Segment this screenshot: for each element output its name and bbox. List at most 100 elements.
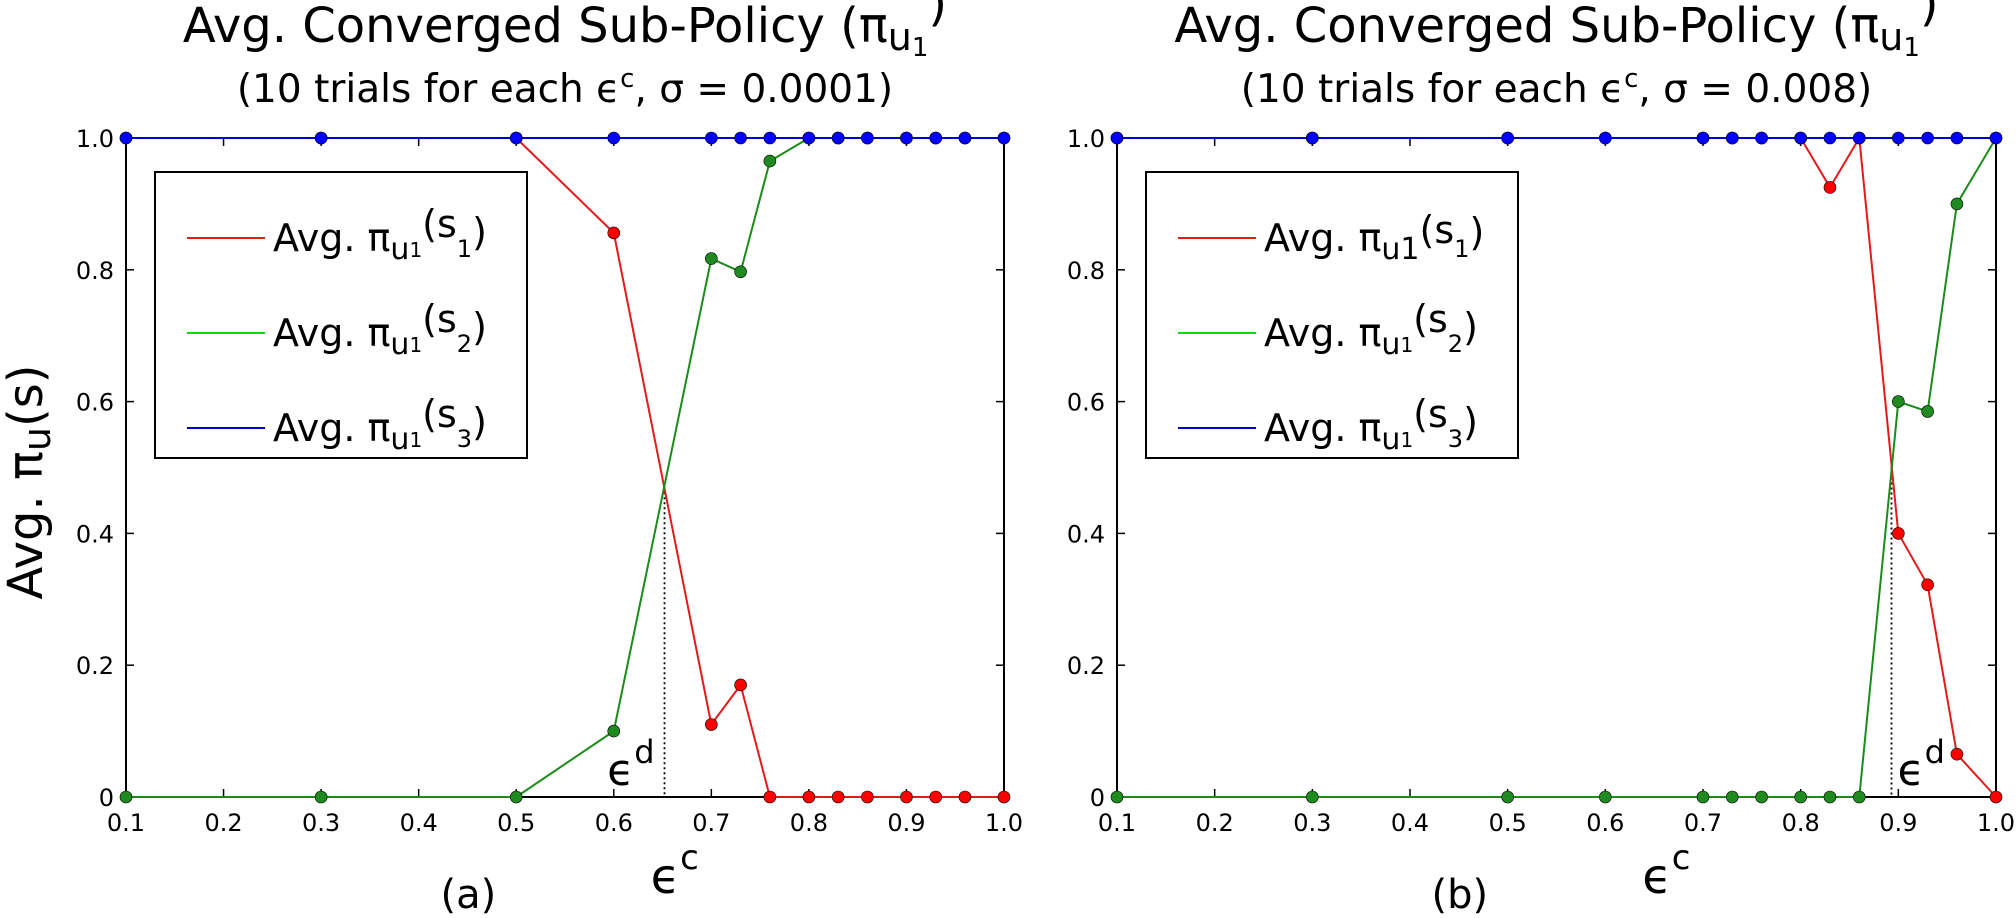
data-point-s2 bbox=[734, 265, 747, 279]
data-point-s3 bbox=[1921, 131, 1934, 145]
y-tick-label: 0.2 bbox=[1067, 652, 1105, 680]
data-point-s1 bbox=[1950, 747, 1964, 761]
y-tick-label: 1.0 bbox=[76, 125, 114, 153]
data-point-s1 bbox=[607, 226, 621, 240]
x-tick-label: 0.1 bbox=[107, 809, 145, 837]
x-tick-label: 0.5 bbox=[497, 809, 535, 837]
data-point-s3 bbox=[1755, 131, 1768, 145]
legend-label-s3: Avg. πu1(s3) bbox=[1264, 392, 1478, 457]
data-point-s2 bbox=[1726, 790, 1739, 804]
x-axis-label: ϵc bbox=[651, 838, 699, 905]
data-point-s3 bbox=[831, 131, 845, 145]
data-point-s2 bbox=[1950, 197, 1964, 211]
data-point-s3 bbox=[763, 131, 777, 145]
data-point-s3 bbox=[1794, 131, 1807, 145]
legend-label-s1: Avg. πu1(s1) bbox=[1264, 208, 1484, 267]
data-point-s2 bbox=[1921, 405, 1934, 418]
panel-caption: (b) bbox=[1432, 872, 1489, 918]
x-tick-label: 0.1 bbox=[1098, 809, 1136, 837]
data-point-s1 bbox=[763, 790, 777, 804]
y-tick-label: 0.4 bbox=[1067, 520, 1105, 548]
data-point-s3 bbox=[1501, 131, 1514, 145]
chart-title: Avg. Converged Sub-Policy (πu1) bbox=[1174, 0, 1938, 63]
data-point-s1 bbox=[900, 790, 913, 804]
data-point-s1 bbox=[929, 790, 943, 804]
legend-box bbox=[154, 171, 528, 459]
x-tick-label: 0.7 bbox=[1684, 809, 1722, 837]
legend-label-s1: Avg. πu1(s1) bbox=[273, 202, 487, 267]
data-point-s3 bbox=[900, 131, 913, 145]
x-tick-label: 0.3 bbox=[1293, 809, 1331, 837]
data-point-s1 bbox=[958, 790, 972, 804]
data-point-s2 bbox=[1794, 790, 1807, 804]
x-tick-label: 0.4 bbox=[400, 809, 438, 837]
x-tick-label: 0.4 bbox=[1391, 809, 1429, 837]
x-tick-label: 0.2 bbox=[204, 809, 242, 837]
x-tick-label: 1.0 bbox=[985, 809, 1023, 837]
data-point-s3 bbox=[861, 131, 874, 145]
data-point-s2 bbox=[1852, 790, 1866, 804]
data-point-s2 bbox=[119, 790, 133, 804]
data-point-s3 bbox=[1892, 131, 1905, 145]
chart-panel-a: Avg. Converged Sub-Policy (πu1)(10 trial… bbox=[76, 0, 1023, 918]
legend-box bbox=[1145, 171, 1519, 459]
data-point-s1 bbox=[705, 718, 718, 731]
data-point-s1 bbox=[1823, 181, 1837, 194]
y-tick-label: 0.8 bbox=[1067, 257, 1105, 285]
data-point-s3 bbox=[1696, 131, 1710, 145]
data-point-s1 bbox=[1989, 790, 2003, 804]
data-point-s3 bbox=[802, 131, 816, 145]
data-point-s2 bbox=[1696, 790, 1710, 804]
data-point-s3 bbox=[929, 131, 943, 145]
x-tick-label: 0.5 bbox=[1489, 809, 1527, 837]
data-point-s3 bbox=[1110, 131, 1124, 145]
chart-subtitle: (10 trials for each ϵc, σ = 0.0001) bbox=[237, 64, 893, 112]
data-point-s3 bbox=[1989, 131, 2003, 145]
data-point-s3 bbox=[1726, 131, 1739, 145]
data-point-s2 bbox=[1110, 790, 1124, 804]
data-point-s1 bbox=[1921, 578, 1934, 592]
data-point-s3 bbox=[1950, 131, 1964, 145]
data-point-s2 bbox=[314, 790, 328, 804]
data-point-s3 bbox=[1306, 131, 1319, 145]
x-tick-label: 0.7 bbox=[692, 809, 730, 837]
legend-label-s3: Avg. πu1(s3) bbox=[273, 392, 487, 457]
data-point-s2 bbox=[1892, 395, 1905, 408]
data-point-s1 bbox=[831, 790, 845, 804]
annotation-label: ϵd bbox=[607, 733, 654, 796]
data-point-s3 bbox=[314, 131, 328, 145]
data-point-s3 bbox=[1823, 131, 1837, 145]
x-tick-label: 0.9 bbox=[887, 809, 925, 837]
data-point-s3 bbox=[119, 131, 133, 145]
data-point-s2 bbox=[509, 790, 523, 804]
data-point-s2 bbox=[763, 154, 777, 168]
data-point-s3 bbox=[997, 131, 1011, 145]
data-point-s3 bbox=[1852, 131, 1866, 145]
chart-panel-b: Avg. Converged Sub-Policy (πu1)(10 trial… bbox=[1067, 0, 2015, 918]
y-tick-label: 0.6 bbox=[76, 389, 114, 417]
data-point-s1 bbox=[997, 790, 1011, 804]
data-point-s2 bbox=[1599, 790, 1612, 804]
data-point-s2 bbox=[1755, 790, 1768, 804]
data-point-s3 bbox=[1599, 131, 1612, 145]
x-tick-label: 0.9 bbox=[1879, 809, 1917, 837]
x-tick-label: 0.6 bbox=[1586, 809, 1624, 837]
data-point-s3 bbox=[958, 131, 972, 145]
data-point-s3 bbox=[734, 131, 747, 145]
y-tick-label: 0.4 bbox=[76, 520, 114, 548]
x-tick-label: 0.8 bbox=[1782, 809, 1820, 837]
data-point-s3 bbox=[705, 131, 718, 145]
x-tick-label: 0.8 bbox=[790, 809, 828, 837]
data-point-s3 bbox=[509, 131, 523, 145]
x-axis-label: ϵc bbox=[1642, 838, 1690, 905]
y-axis-label: Avg. πu(s) bbox=[0, 365, 59, 600]
chart-subtitle: (10 trials for each ϵc, σ = 0.008) bbox=[1241, 64, 1872, 112]
legend-label-s2: Avg. πu1(s2) bbox=[1264, 297, 1478, 362]
y-tick-label: 1.0 bbox=[1067, 125, 1105, 153]
chart-title: Avg. Converged Sub-Policy (πu1) bbox=[183, 0, 947, 63]
x-tick-label: 0.6 bbox=[595, 809, 633, 837]
data-point-s2 bbox=[1823, 790, 1837, 804]
data-point-s3 bbox=[607, 131, 621, 145]
legend-label-s2: Avg. πu1(s2) bbox=[273, 297, 487, 362]
